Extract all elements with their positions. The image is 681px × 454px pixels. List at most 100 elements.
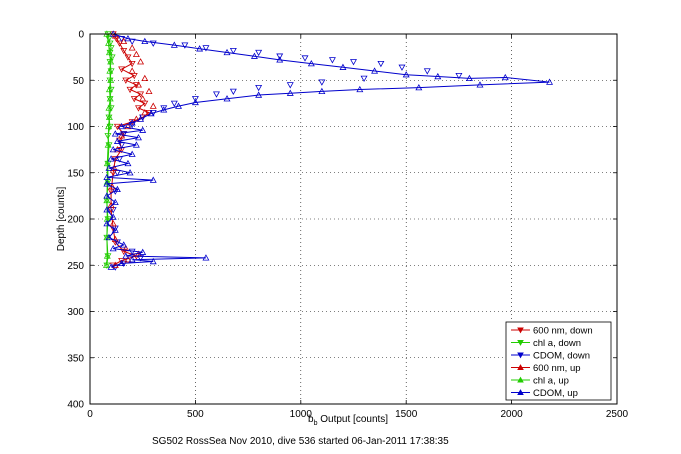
data-point <box>175 102 183 109</box>
data-point <box>132 82 140 89</box>
data-point <box>128 119 136 126</box>
data-point <box>301 55 309 62</box>
data-point <box>286 89 294 96</box>
data-point <box>149 102 157 109</box>
legend-label: CDOM, down <box>533 351 590 362</box>
data-point <box>276 53 284 60</box>
data-point <box>124 256 132 263</box>
data-point <box>120 48 128 55</box>
data-point <box>113 123 121 131</box>
x-tick-label: 2500 <box>606 409 629 420</box>
data-point <box>139 126 147 133</box>
legend-label: chl a, down <box>533 338 581 349</box>
series-cdom-up <box>103 30 554 270</box>
data-point <box>141 74 149 82</box>
data-point <box>103 196 111 204</box>
data-point <box>128 150 136 157</box>
legend-item: 600 nm, up <box>511 363 581 374</box>
data-point <box>118 142 126 149</box>
data-point <box>307 59 315 67</box>
data-point <box>371 67 379 74</box>
data-point <box>328 57 336 64</box>
data-point <box>135 81 142 88</box>
legend-label: CDOM, up <box>533 388 578 399</box>
data-point <box>111 235 119 242</box>
data-point <box>106 67 114 74</box>
data-point <box>360 75 368 83</box>
data-point <box>276 56 284 63</box>
data-point <box>196 45 204 52</box>
data-point <box>103 220 111 227</box>
data-point <box>128 44 136 51</box>
data-point <box>546 78 554 85</box>
data-point <box>103 159 111 167</box>
data-point <box>191 96 199 103</box>
data-point <box>111 130 119 137</box>
data-point <box>149 176 157 183</box>
data-point <box>105 104 113 111</box>
data-point <box>128 60 136 68</box>
legend-marker <box>517 352 524 359</box>
data-point <box>122 77 130 84</box>
figure-caption: SG502 RossSea Nov 2010, dive 536 started… <box>152 436 449 447</box>
legend-label: chl a, up <box>533 376 569 387</box>
data-point <box>339 63 347 70</box>
y-tick-label: 200 <box>67 215 84 226</box>
data-point <box>286 82 294 89</box>
data-point <box>476 81 484 88</box>
data-point <box>160 106 168 113</box>
data-point <box>229 88 237 95</box>
data-point <box>124 122 132 130</box>
data-point <box>103 252 111 259</box>
data-point <box>145 109 153 117</box>
data-point <box>103 206 111 213</box>
legend-item: 600 nm, down <box>511 326 593 337</box>
data-point <box>402 71 410 78</box>
data-point <box>107 76 115 83</box>
data-point <box>120 241 128 248</box>
data-point <box>434 72 442 80</box>
data-point <box>455 72 463 80</box>
legend-marker <box>517 339 524 346</box>
series-600-nm-up <box>107 32 157 268</box>
data-point <box>223 48 231 56</box>
data-point <box>107 263 115 270</box>
legend-marker <box>517 364 524 371</box>
data-point <box>137 58 145 65</box>
legend-item: chl a, down <box>511 338 581 349</box>
data-point <box>113 137 121 144</box>
data-point <box>105 48 113 56</box>
data-point <box>415 84 423 91</box>
x-tick-label: 500 <box>187 409 204 420</box>
legend-item: CDOM, down <box>511 351 590 362</box>
data-point <box>109 220 117 227</box>
series-chl-a-up <box>102 30 115 268</box>
data-point <box>107 155 115 162</box>
data-point <box>105 142 113 149</box>
series-layer <box>102 30 554 271</box>
x-tick-label: 2000 <box>500 409 523 420</box>
data-point <box>250 52 258 59</box>
legend-item: chl a, up <box>511 376 569 387</box>
data-point <box>141 109 149 116</box>
x-axis-label: bb Output [counts] <box>308 414 388 427</box>
data-point <box>105 122 113 130</box>
data-point <box>501 73 509 81</box>
data-point <box>128 256 136 263</box>
y-axis-label: Depth [counts] <box>56 187 67 252</box>
data-point <box>135 133 142 141</box>
data-point <box>109 213 117 220</box>
data-point <box>111 198 119 205</box>
y-tick-label: 300 <box>67 307 84 318</box>
data-point <box>128 67 136 74</box>
data-point <box>350 59 357 66</box>
data-point <box>105 85 113 93</box>
legend-marker <box>517 376 524 383</box>
data-point <box>255 91 263 98</box>
data-point <box>109 146 117 153</box>
data-point <box>126 86 134 94</box>
data-point <box>160 105 168 112</box>
data-point <box>229 48 237 55</box>
data-point <box>255 85 263 92</box>
